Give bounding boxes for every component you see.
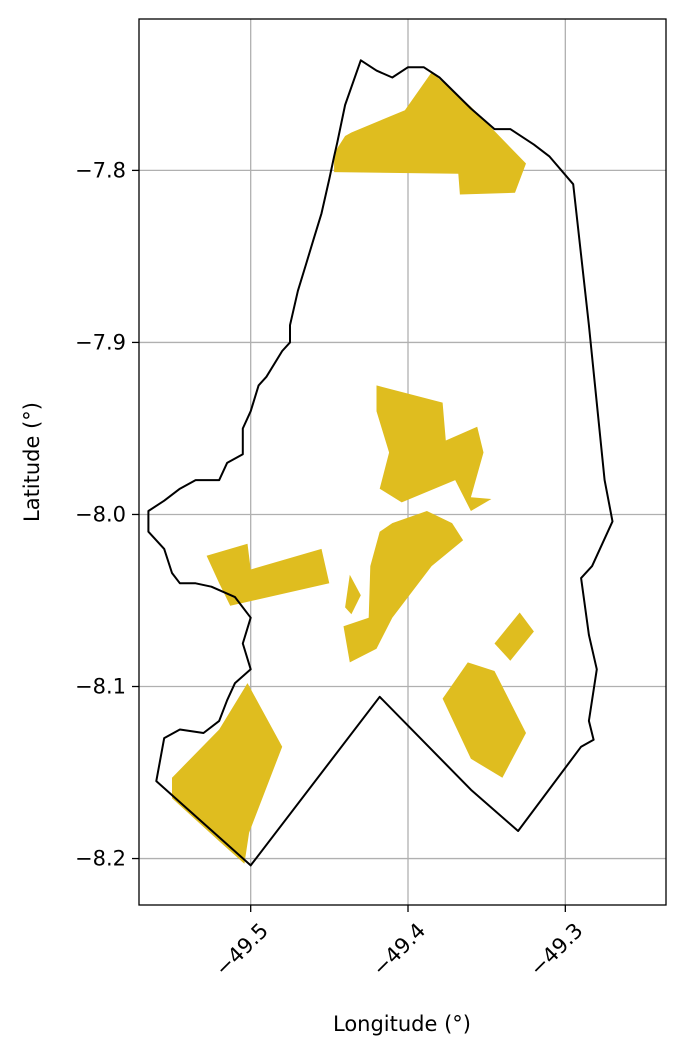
y-axis-label: Latitude (°) <box>20 402 44 522</box>
shaded-area-1 <box>334 72 526 195</box>
y-tick-label: −7.8 <box>75 158 126 182</box>
y-tick-label: −8.2 <box>75 847 126 871</box>
y-tick-label: −8.1 <box>75 675 126 699</box>
x-tick-label: −49.5 <box>210 918 272 980</box>
x-axis-ticks: −49.5 −49.4 −49.3 <box>210 905 588 981</box>
shaded-area-3 <box>206 543 330 606</box>
shaded-area-5 <box>345 574 361 615</box>
y-tick-label: −8.0 <box>75 502 126 526</box>
y-axis-ticks: −7.8 −7.9 −8.0 −8.1 −8.2 <box>75 158 139 871</box>
map-areas <box>172 72 534 864</box>
x-axis-label: Longitude (°) <box>333 1012 471 1036</box>
boundary-outline <box>147 59 614 867</box>
y-tick-label: −7.9 <box>75 330 126 354</box>
x-tick-label: −49.3 <box>525 918 587 980</box>
shaded-area-2 <box>376 385 492 511</box>
shaded-area-4 <box>343 511 464 663</box>
x-tick-label: −49.4 <box>368 918 430 980</box>
plot-frame <box>138 18 667 906</box>
shaded-area-7 <box>494 612 534 661</box>
region-boundary <box>147 59 614 867</box>
shaded-area-6 <box>442 662 526 778</box>
